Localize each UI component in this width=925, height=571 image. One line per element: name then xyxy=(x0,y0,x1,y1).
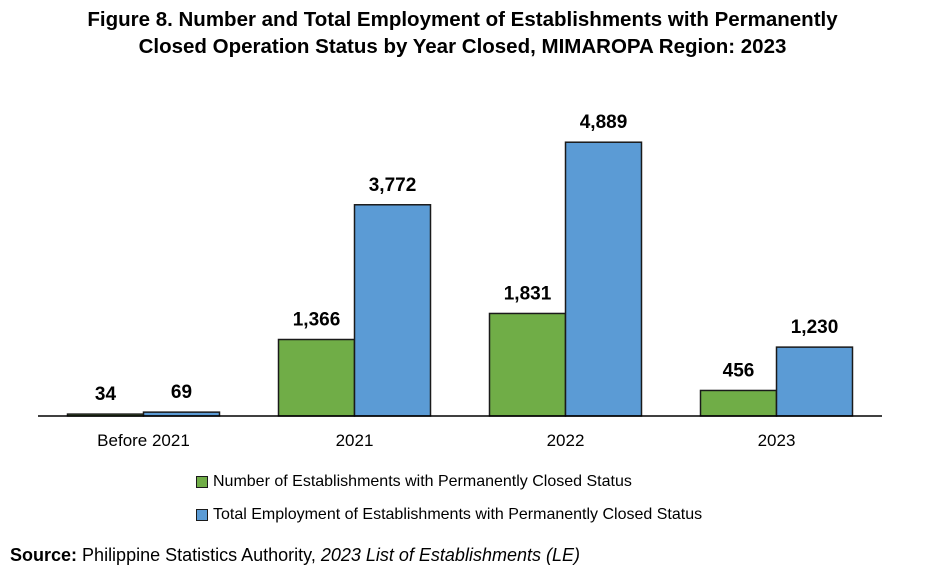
legend-label-establishments: Number of Establishments with Permanentl… xyxy=(213,473,632,490)
bar-establishments-3 xyxy=(699,389,778,417)
data-label-employment-1: 3,772 xyxy=(369,175,417,196)
bar-employment-2 xyxy=(564,141,643,417)
bar-establishments-1 xyxy=(277,338,356,417)
chart-legend: Number of Establishments with Permanentl… xyxy=(196,472,702,538)
data-label-employment-3: 1,230 xyxy=(791,317,839,338)
source-publication: 2023 List of Establishments (LE) xyxy=(320,545,580,565)
source-note: Source: Philippine Statistics Authority,… xyxy=(10,544,580,566)
legend-swatch-establishments xyxy=(196,476,208,488)
data-label-employment-0: 69 xyxy=(171,382,192,403)
legend-item-employment: Total Employment of Establishments with … xyxy=(196,505,702,525)
x-tick-label-1: 2021 xyxy=(336,431,374,450)
bar-employment-1 xyxy=(353,204,432,417)
x-tick-label-2: 2022 xyxy=(547,431,585,450)
data-label-establishments-1: 1,366 xyxy=(293,310,341,331)
bar-establishments-2 xyxy=(488,312,567,417)
data-label-employment-2: 4,889 xyxy=(580,112,628,133)
source-label: Source: xyxy=(10,545,78,565)
data-label-establishments-3: 456 xyxy=(723,360,755,381)
chart-title-line-2: Closed Operation Status by Year Closed, … xyxy=(138,35,787,58)
x-tick-label-0: Before 2021 xyxy=(97,431,190,450)
legend-label-employment: Total Employment of Establishments with … xyxy=(213,506,703,523)
source-text: Philippine Statistics Authority, xyxy=(82,545,316,565)
data-label-establishments-2: 1,831 xyxy=(504,283,552,304)
bar-employment-3 xyxy=(775,346,854,417)
legend-item-establishments: Number of Establishments with Permanentl… xyxy=(196,472,702,492)
legend-swatch-employment xyxy=(196,509,208,521)
chart-title-line-1: Figure 8. Number and Total Employment of… xyxy=(87,8,838,31)
chart-title: Figure 8. Number and Total Employment of… xyxy=(0,6,925,60)
x-tick-label-3: 2023 xyxy=(758,431,796,450)
data-label-establishments-0: 34 xyxy=(95,384,117,405)
